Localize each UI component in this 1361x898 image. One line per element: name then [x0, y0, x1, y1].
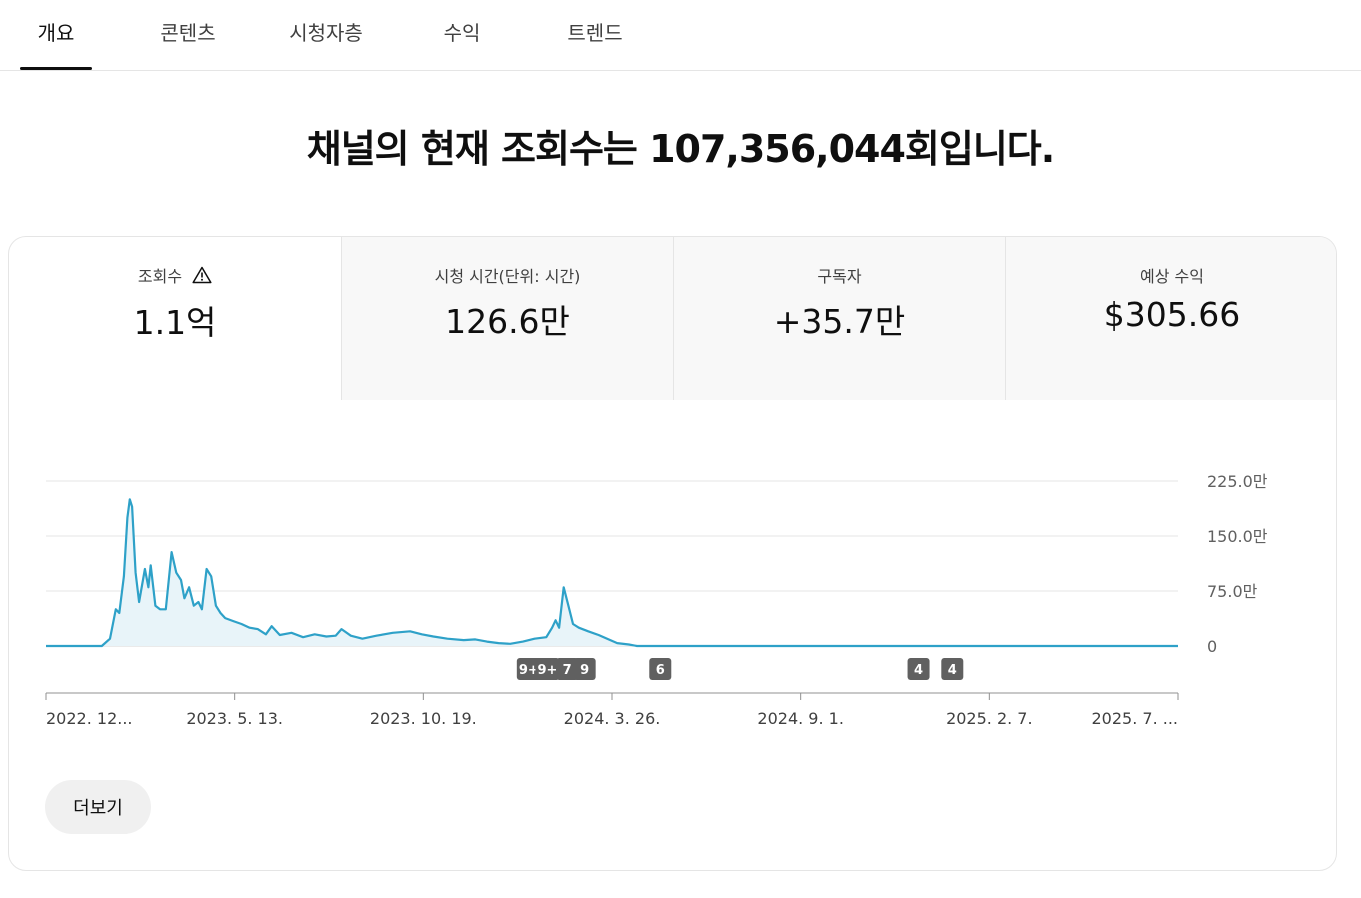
metric-views[interactable]: 조회수 1.1억 — [9, 237, 341, 400]
page-title: 채널의 현재 조회수는 107,356,044회입니다. — [306, 127, 1055, 171]
y-tick-label: 150.0만 — [1207, 527, 1268, 546]
metric-subscribers-label: 구독자 — [817, 267, 862, 286]
more-button[interactable]: 더보기 — [45, 780, 151, 834]
annotation-marker-label: 7 — [563, 663, 572, 678]
tab-revenue[interactable]: 수익 — [443, 21, 481, 45]
annotation-marker-label: 4 — [948, 663, 957, 678]
metric-watch-time[interactable]: 시청 시간(단위: 시간) 126.6만 — [341, 237, 673, 400]
metric-revenue-value: $305.66 — [1103, 295, 1241, 334]
annotation-marker-label: 9+ — [519, 663, 539, 678]
views-area — [46, 499, 1178, 646]
tab-bar: 개요 콘텐츠 시청자층 수익 트렌드 — [0, 0, 1361, 71]
annotation-marker-box — [556, 658, 579, 680]
annotation-marker-box — [941, 658, 964, 680]
analytics-card: 조회수 1.1억 시청 시간(단위: 시간) 126.6만 구독자 +35.7만… — [8, 236, 1337, 871]
metric-revenue-label: 예상 수익 — [1140, 267, 1204, 286]
views-line — [46, 498, 1178, 648]
annotation-marker-label: 4 — [914, 663, 923, 678]
tab-content[interactable]: 콘텐츠 — [160, 21, 216, 45]
marker-layer: 9+9+ 7 9 6 4 4 — [516, 658, 964, 680]
y-tick-label: 0 — [1207, 637, 1217, 656]
annotation-marker[interactable]: 9+ — [535, 658, 560, 680]
metric-views-value: 1.1억 — [133, 303, 217, 342]
x-tick-label: 2023. 5. 13. — [186, 709, 283, 728]
metric-views-label-text: 조회수 — [137, 267, 183, 286]
x-tick-label: 2024. 3. 26. — [564, 709, 661, 728]
warning-icon[interactable] — [192, 266, 212, 288]
annotation-marker[interactable]: 9+ — [516, 658, 541, 680]
tab-overview[interactable]: 개요 — [20, 0, 92, 70]
x-tick-label: 2024. 9. 1. — [757, 709, 844, 728]
annotation-marker-box — [516, 658, 541, 680]
annotation-marker[interactable]: 4 — [941, 658, 964, 680]
annotation-marker[interactable]: 9 — [573, 658, 596, 680]
metric-tabs: 조회수 1.1억 시청 시간(단위: 시간) 126.6만 구독자 +35.7만… — [9, 237, 1336, 400]
y-tick-label: 75.0만 — [1207, 582, 1258, 601]
y-tick-label: 225.0만 — [1207, 472, 1268, 491]
annotation-marker-box — [649, 658, 672, 680]
views-chart-svg: 225.0만 150.0만 75.0만 0 9+9+ 7 9 6 4 4 2022. 12...… — [45, 472, 1268, 728]
annotation-marker[interactable]: 6 — [649, 658, 672, 680]
annotation-marker-box — [535, 658, 560, 680]
annotation-marker-label: 9 — [580, 663, 589, 678]
annotation-marker[interactable]: 7 — [556, 658, 579, 680]
views-chart: 225.0만 150.0만 75.0만 0 9+ 9+ 7 9 6 4 4 2022. 12...… — [9, 400, 1336, 770]
x-tick-label: 2025. 7. ... — [1092, 709, 1179, 728]
x-tick-label: 2022. 12... — [46, 709, 133, 728]
annotation-marker-label: 9+ — [537, 663, 557, 678]
metric-estimated-revenue[interactable]: 예상 수익 $305.66 — [1005, 237, 1336, 400]
annotation-marker-box — [907, 658, 930, 680]
tab-trends[interactable]: 트렌드 — [567, 21, 623, 45]
annotation-marker-box — [573, 658, 596, 680]
metric-watch-time-value: 126.6만 — [445, 302, 570, 341]
metric-watch-time-label: 시청 시간(단위: 시간) — [434, 267, 581, 286]
metric-subscribers[interactable]: 구독자 +35.7만 — [673, 237, 1005, 400]
x-tick-label: 2023. 10. 19. — [370, 709, 477, 728]
annotation-marker-label: 6 — [656, 663, 665, 678]
x-axis: 2022. 12... 2023. 5. 13. 2023. 10. 19. 2024… — [45, 692, 1179, 728]
metric-views-label: 조회수 — [9, 263, 341, 288]
tab-audience[interactable]: 시청자층 — [289, 21, 363, 45]
annotation-marker[interactable]: 4 — [907, 658, 930, 680]
x-tick-label: 2025. 2. 7. — [946, 709, 1033, 728]
metric-subscribers-value: +35.7만 — [773, 302, 906, 341]
